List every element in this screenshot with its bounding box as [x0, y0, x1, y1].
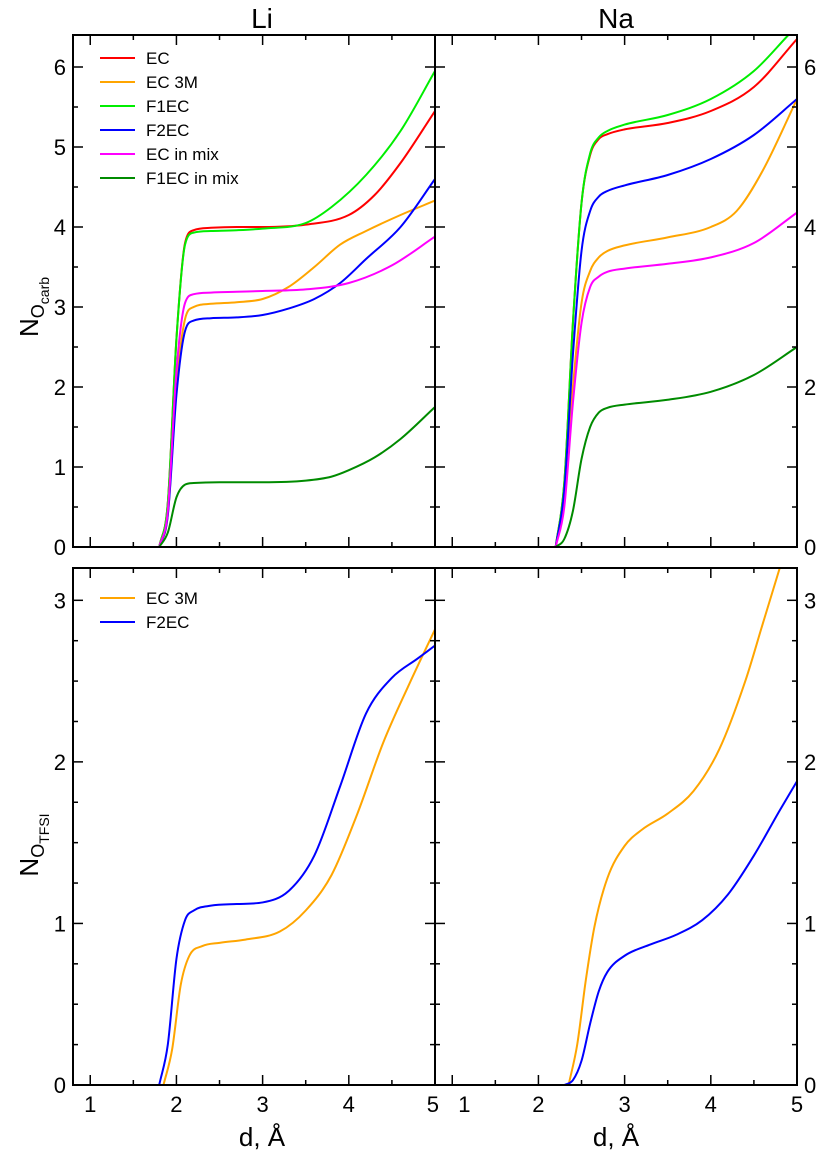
legend-label: F2EC — [146, 121, 189, 140]
series-line-ec-in-mix — [158, 235, 435, 547]
legend-label: EC in mix — [146, 145, 219, 164]
series-line-ec — [554, 38, 797, 547]
svg-text:NOTFSI: NOTFSI — [14, 813, 52, 876]
y-title-bottom-main: N — [14, 858, 44, 877]
y-tick-label: 6 — [54, 55, 66, 80]
legend-label: F2EC — [146, 613, 189, 632]
x-tick-label: 2 — [532, 1092, 544, 1117]
series-line-ec-3m — [162, 628, 435, 1085]
y-tick-label: 6 — [804, 55, 816, 80]
x-axis-title-right: d, Å — [593, 1122, 640, 1152]
y-tick-label: 2 — [54, 375, 66, 400]
y-axis-title-top: NOcarb — [14, 277, 52, 337]
legend-label: F1EC in mix — [146, 169, 239, 188]
legend-label: EC 3M — [146, 589, 198, 608]
x-tick-label: 5 — [791, 1092, 803, 1117]
x-tick-label: 5 — [427, 1092, 439, 1117]
y-title-top-sub1: O — [28, 304, 48, 318]
y-title-top-main: N — [14, 318, 44, 337]
y-tick-label: 2 — [804, 750, 816, 775]
y-title-bottom-sub2: TFSI — [36, 813, 52, 843]
series-line-f2ec — [158, 178, 435, 547]
column-title-na: Na — [598, 3, 634, 34]
column-title-li: Li — [251, 3, 273, 34]
y-tick-label: 0 — [804, 535, 816, 560]
y-axis-title-bottom: NOTFSI — [14, 813, 52, 876]
legend: EC 3M F2EC — [100, 589, 198, 632]
svg-text:NOcarb: NOcarb — [14, 277, 52, 337]
x-tick-label: 2 — [170, 1092, 182, 1117]
series-line-ec-3m — [158, 199, 435, 547]
x-tick-label: 3 — [618, 1092, 630, 1117]
series-line-f2ec — [158, 644, 435, 1085]
x-tick-label: 4 — [705, 1092, 717, 1117]
y-tick-label: 0 — [54, 535, 66, 560]
plot-frame — [434, 567, 798, 1086]
series-line-ec-3m — [554, 98, 797, 547]
y-tick-label: 5 — [54, 135, 66, 160]
legend-label: EC 3M — [146, 73, 198, 92]
legend-label: F1EC — [146, 97, 189, 116]
y-title-bottom-sub1: O — [28, 844, 48, 858]
x-axis-title-left: d, Å — [239, 1122, 286, 1152]
series-line-f2ec — [563, 780, 797, 1085]
y-tick-label: 2 — [804, 375, 816, 400]
legend-label: EC — [146, 49, 170, 68]
plot-frame — [434, 34, 798, 548]
y-tick-label: 1 — [54, 911, 66, 936]
series-line-ec-3m — [567, 568, 781, 1085]
series-line-f1ec-in-mix — [554, 346, 797, 547]
y-tick-label: 3 — [54, 588, 66, 613]
panel-bottom-right: 2 3 4 5 1 0 1 2 3 — [434, 567, 816, 1117]
series-line-f1ec — [554, 35, 790, 547]
y-title-top-sub2: carb — [36, 277, 52, 304]
x-tick-label: 1 — [84, 1092, 96, 1117]
series-line-ec-in-mix — [554, 211, 797, 547]
panel-top-right: 0 2 4 6 — [434, 34, 816, 560]
x-tick-label: 3 — [256, 1092, 268, 1117]
y-tick-label: 1 — [804, 911, 816, 936]
y-tick-label: 1 — [54, 455, 66, 480]
panel-top-left: 0 1 2 3 4 5 6 EC EC 3M F1EC F2EC EC in mix F1EC in m… — [54, 34, 436, 560]
legend: EC EC 3M F1EC F2EC EC in mix F1EC in mix — [100, 49, 239, 188]
y-tick-label: 4 — [54, 215, 66, 240]
series-line-f1ec — [158, 70, 435, 547]
y-tick-label: 3 — [804, 588, 816, 613]
plot-frame — [72, 567, 436, 1086]
y-tick-label: 0 — [54, 1073, 66, 1098]
x-tick-label: 4 — [343, 1092, 355, 1117]
y-tick-label: 0 — [804, 1073, 816, 1098]
y-tick-label: 2 — [54, 750, 66, 775]
y-tick-label: 3 — [54, 295, 66, 320]
series-line-f2ec — [554, 98, 797, 547]
y-tick-label: 4 — [804, 215, 816, 240]
series-line-f1ec-in-mix — [158, 406, 435, 547]
x-tick-label: 1 — [458, 1092, 470, 1117]
